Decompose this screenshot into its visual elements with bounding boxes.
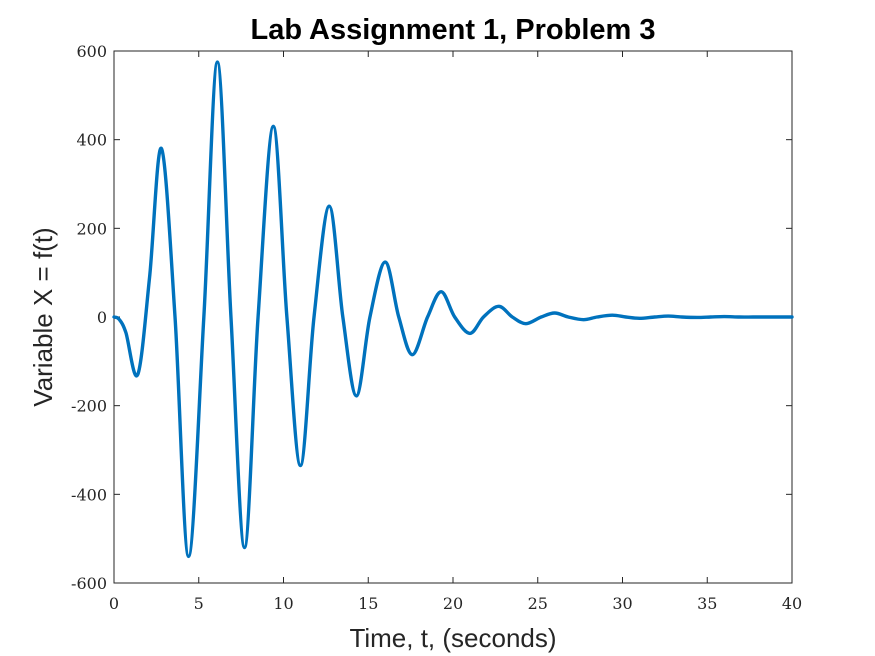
x-axis-label: Time, t, (seconds) [349,623,556,653]
x-tick-label: 15 [358,594,378,613]
x-tick-label: 20 [443,594,463,613]
x-tick-label: 25 [528,594,548,613]
x-tick-label: 5 [194,594,204,613]
axis-ticks [113,50,793,584]
plot-area [112,50,794,584]
series-layer [112,60,794,559]
y-tick-label: -200 [71,397,107,416]
x-tick-labels: 0 5 10 15 20 25 30 35 40 [109,594,802,613]
y-tick-label: 400 [76,131,107,150]
y-tick-label: -600 [71,574,107,593]
x-tick-label: 0 [109,594,119,613]
y-tick-label: 600 [76,42,107,61]
chart-title: Lab Assignment 1, Problem 3 [250,14,655,46]
y-tick-label: 0 [97,308,107,327]
y-tick-label: 200 [76,219,107,238]
y-tick-labels: 600 400 200 0 -200 -400 -600 [71,42,107,593]
x-tick-label: 30 [612,594,632,613]
series-line-0 [112,60,794,559]
x-tick-label: 10 [273,594,293,613]
y-tick-label: -400 [71,485,107,504]
x-tick-label: 40 [782,594,802,613]
y-axis-label: Variable X = f(t) [28,227,58,406]
x-tick-label: 35 [697,594,717,613]
